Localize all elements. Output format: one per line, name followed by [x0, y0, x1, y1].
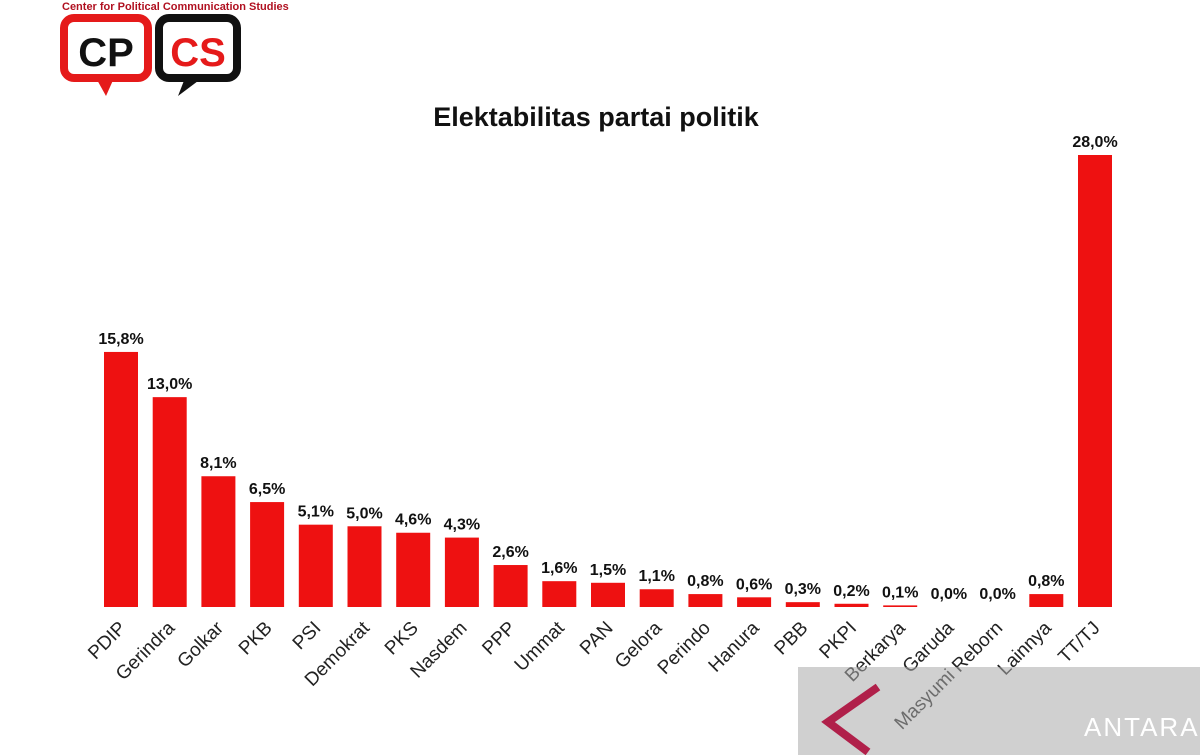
category-label: PKS: [381, 618, 423, 660]
bar-pks: [396, 532, 431, 607]
data-label: 1,1%: [638, 568, 674, 585]
bar-psi: [298, 524, 333, 607]
data-label: 0,8%: [687, 573, 723, 590]
bar-pan: [591, 582, 625, 607]
data-label: 28,0%: [1072, 134, 1117, 151]
category-label: PKB: [235, 618, 277, 660]
data-label: 0,0%: [931, 586, 967, 603]
data-label: 0,3%: [785, 581, 821, 598]
data-label: 8,1%: [200, 455, 236, 472]
data-label: 0,2%: [833, 583, 869, 600]
data-label: 0,6%: [736, 576, 772, 593]
data-label: 1,5%: [590, 562, 626, 579]
category-label: PPP: [478, 618, 520, 660]
category-label: Ummat: [511, 617, 570, 676]
data-label: 6,5%: [249, 481, 285, 498]
category-label: PSI: [289, 618, 326, 655]
bar-pdip: [104, 351, 138, 607]
bar-golkar: [201, 476, 236, 607]
data-label: 2,6%: [492, 544, 528, 561]
category-label: PBB: [771, 618, 813, 660]
data-label: 5,1%: [298, 504, 334, 521]
category-label: TT/TJ: [1055, 618, 1105, 668]
cpcs-logo: CP CS: [60, 4, 245, 99]
bar-demokrat: [347, 526, 382, 607]
data-label: 0,1%: [882, 584, 918, 601]
data-label: 0,0%: [979, 586, 1015, 603]
category-label: Hanura: [705, 617, 764, 676]
bar-pbb: [785, 602, 820, 607]
chart-title: Elektabilitas partai politik: [433, 102, 759, 132]
category-label: PAN: [576, 618, 617, 659]
bar-hanura: [737, 597, 772, 607]
bar-gelora: [639, 589, 674, 607]
bar-berkarya: [883, 605, 918, 607]
data-label: 4,3%: [444, 517, 480, 534]
category-label: PKPI: [816, 618, 861, 663]
bar-lainnya: [1029, 594, 1064, 607]
bar-gerindra: [152, 397, 187, 607]
bar-ummat: [542, 581, 577, 607]
data-label: 15,8%: [98, 331, 143, 348]
category-label: PDIP: [84, 618, 130, 664]
data-label: 13,0%: [147, 376, 192, 393]
bar-nasdem: [444, 537, 479, 607]
bar-pkb: [250, 502, 285, 607]
svg-text:CP: CP: [78, 31, 134, 75]
data-label: 5,0%: [346, 505, 382, 522]
svg-text:CS: CS: [170, 31, 226, 75]
watermark-text: ANTARA: [1084, 712, 1200, 742]
bar-ppp: [493, 565, 528, 607]
category-label: Golkar: [174, 617, 229, 672]
data-label: 0,8%: [1028, 573, 1064, 590]
category-label: Perindo: [654, 618, 715, 679]
bar-pkpi: [834, 603, 869, 607]
antara-watermark: [798, 667, 1200, 755]
bar-tt-tj: [1078, 155, 1112, 607]
data-label: 1,6%: [541, 560, 577, 577]
bar-perindo: [688, 594, 723, 607]
data-label: 4,6%: [395, 512, 431, 529]
logo-tagline: Center for Political Communication Studi…: [62, 1, 289, 13]
